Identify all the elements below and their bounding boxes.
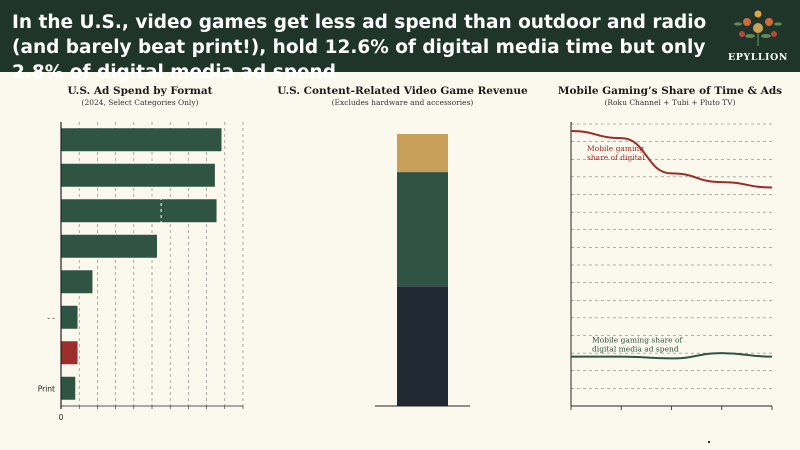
series-label: Mobile gaming — [587, 144, 644, 153]
chart3-subtitle: (Roku Channel + Tubi + Pluto TV) — [604, 98, 736, 107]
chart3-title: Mobile Gaming’s Share of Time & Ads — [557, 85, 783, 97]
bar — [61, 128, 222, 152]
stacked-segment — [397, 286, 448, 406]
series-line — [570, 130, 773, 189]
headline: In the U.S., video games get less ad spe… — [12, 12, 707, 83]
footer-dot — [708, 441, 710, 443]
category-label: Print — [38, 384, 55, 393]
x-tick-label: 0 — [59, 413, 64, 422]
series-label: share of digital — [587, 153, 645, 162]
bar — [61, 305, 78, 329]
chart1-subtitle: (2024, Select Categories Only) — [81, 98, 199, 107]
bar — [61, 199, 217, 223]
bar — [61, 234, 157, 258]
chart1-title: U.S. Ad Spend by Format — [67, 85, 213, 97]
floral-logo-icon — [734, 10, 782, 46]
series-line — [571, 352, 773, 360]
chart2-title: U.S. Content-Related Video Game Revenue — [277, 85, 528, 97]
bar — [61, 163, 215, 187]
chart2-subtitle: (Excludes hardware and accessories) — [331, 98, 474, 107]
brand-name: EPYLLION — [728, 52, 788, 63]
header-bar — [0, 0, 800, 72]
bar — [61, 376, 76, 400]
stacked-segment — [397, 134, 448, 173]
stacked-segment — [397, 172, 448, 287]
series-label: digital media ad spend — [592, 345, 679, 354]
category-label: - - — [47, 313, 55, 322]
series-label: Mobile gaming share of — [592, 336, 683, 345]
bar — [61, 341, 78, 365]
bar — [61, 270, 93, 294]
